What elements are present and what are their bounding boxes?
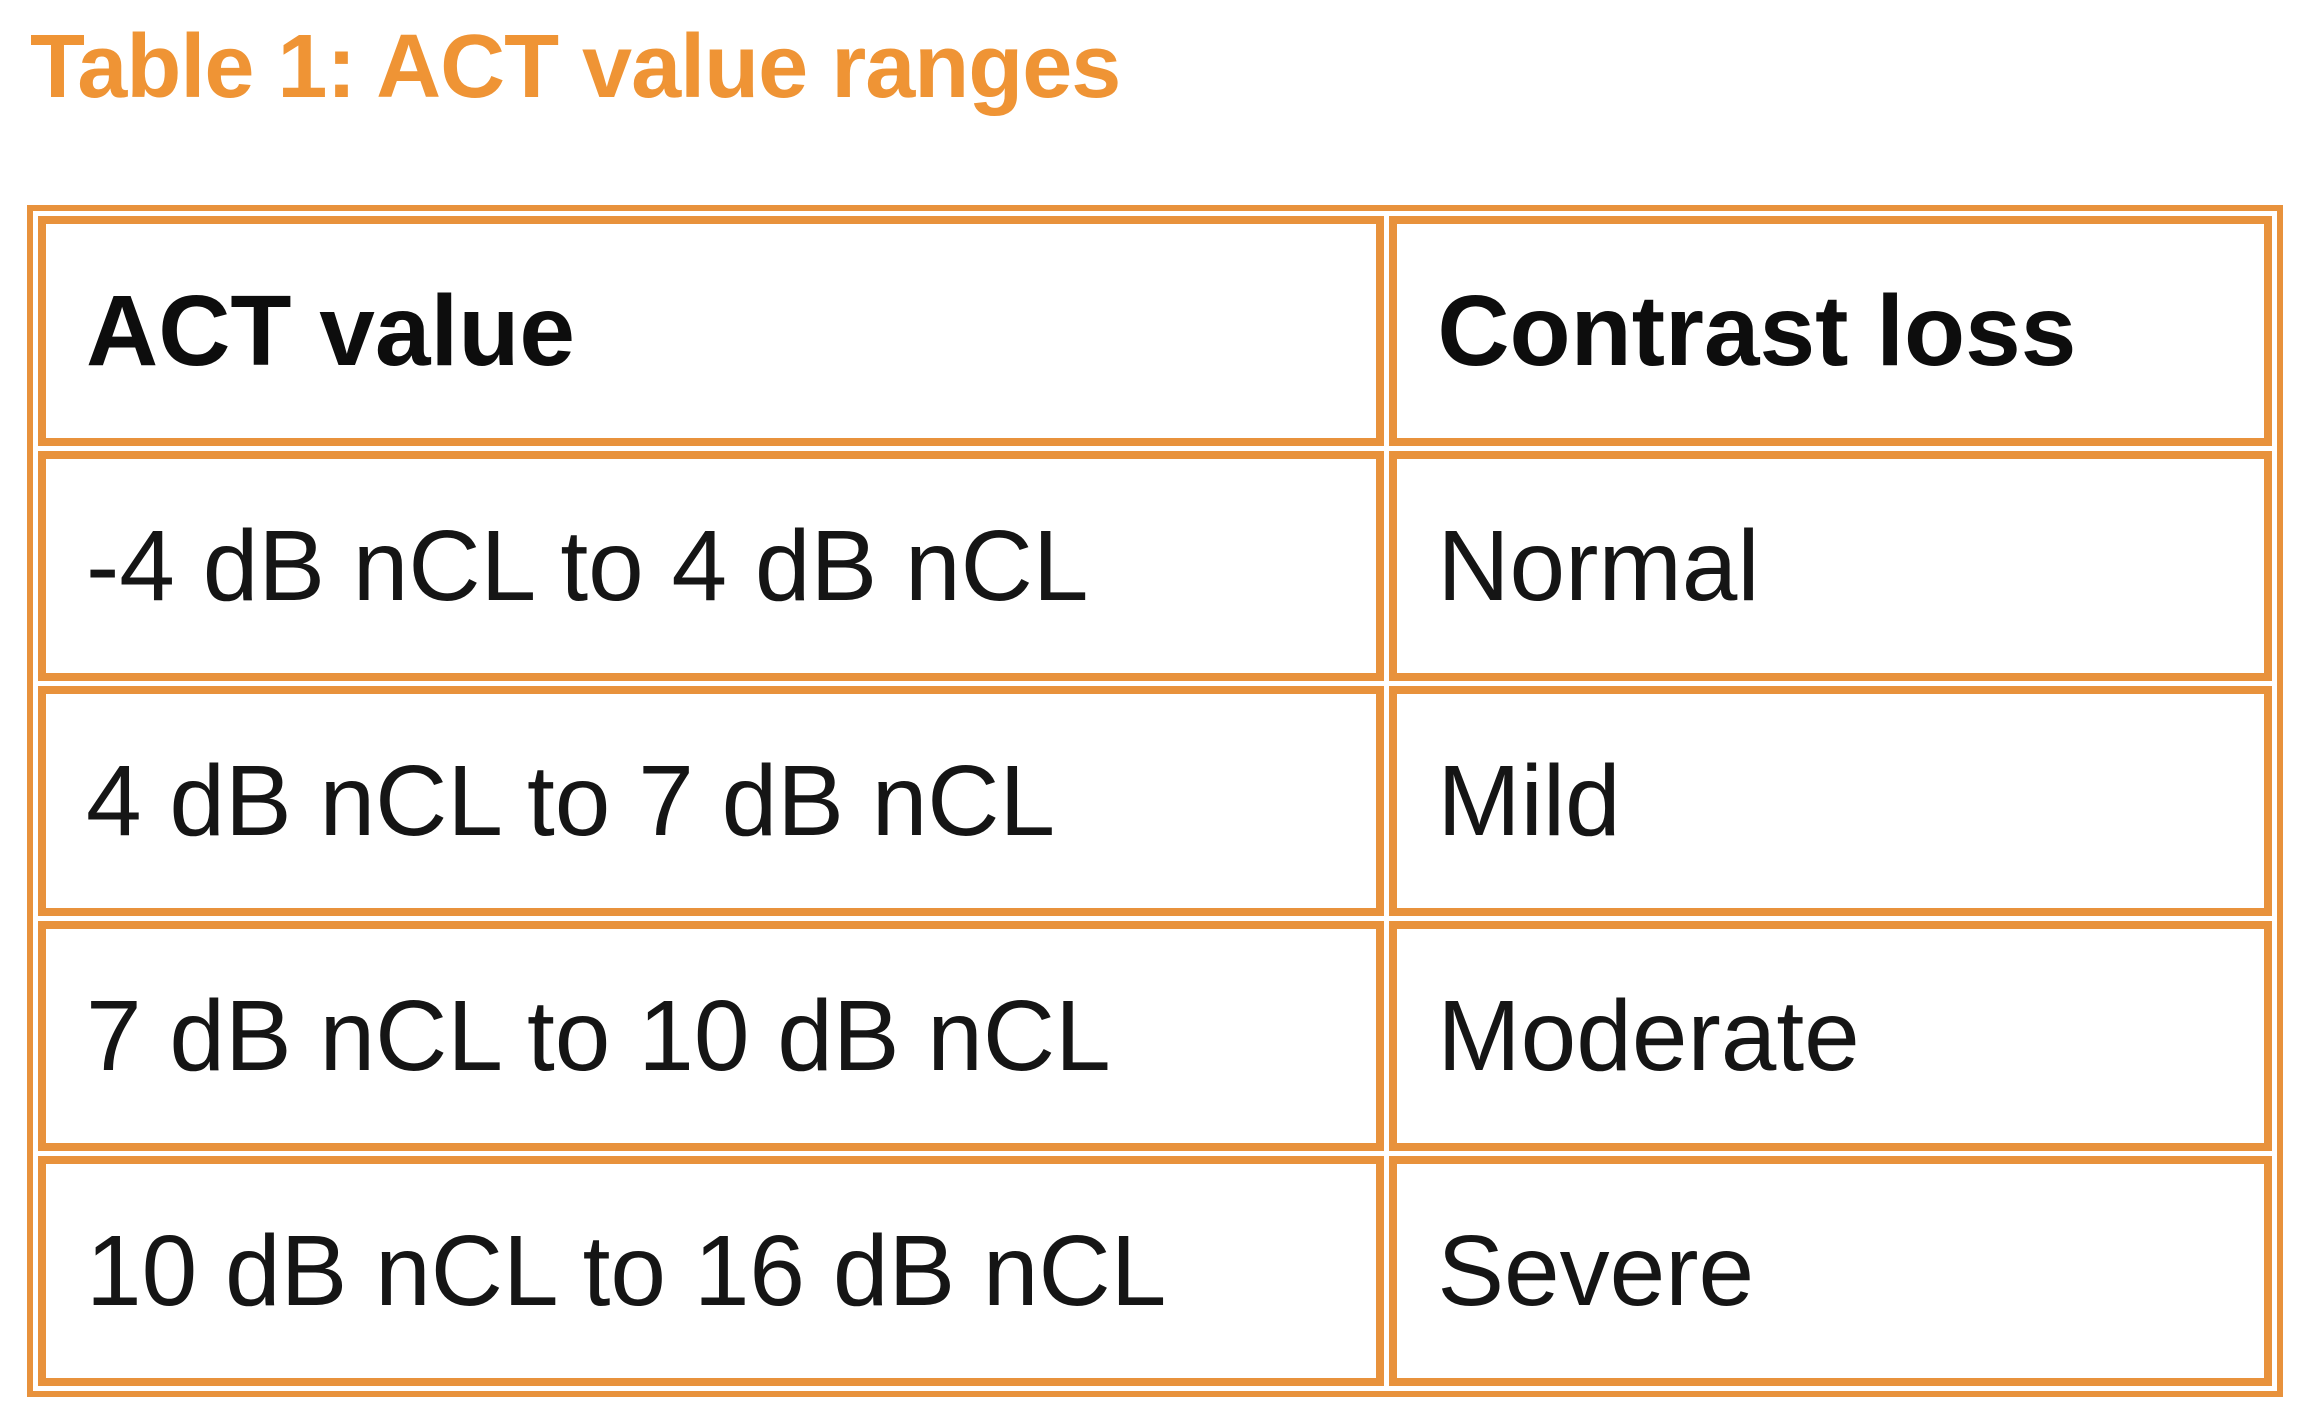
contrast-loss-cell: Severe [1389,1156,2272,1386]
column-header-act-value: ACT value [38,216,1385,446]
contrast-loss-cell: Moderate [1389,921,2272,1151]
act-value-cell: 7 dB nCL to 10 dB nCL [38,921,1385,1151]
table-row: 7 dB nCL to 10 dB nCL Moderate [38,921,2272,1151]
act-value-table: ACT value Contrast loss -4 dB nCL to 4 d… [27,205,2283,1397]
table-header-row: ACT value Contrast loss [38,216,2272,446]
act-table-container: ACT value Contrast loss -4 dB nCL to 4 d… [27,205,2283,1397]
act-value-cell: 4 dB nCL to 7 dB nCL [38,686,1385,916]
act-value-cell: -4 dB nCL to 4 dB nCL [38,451,1385,681]
column-header-contrast-loss: Contrast loss [1389,216,2272,446]
table-caption: Table 1: ACT value ranges [30,17,1121,117]
contrast-loss-cell: Normal [1389,451,2272,681]
table-row: 10 dB nCL to 16 dB nCL Severe [38,1156,2272,1386]
table-row: 4 dB nCL to 7 dB nCL Mild [38,686,2272,916]
contrast-loss-cell: Mild [1389,686,2272,916]
act-value-cell: 10 dB nCL to 16 dB nCL [38,1156,1385,1386]
table-row: -4 dB nCL to 4 dB nCL Normal [38,451,2272,681]
